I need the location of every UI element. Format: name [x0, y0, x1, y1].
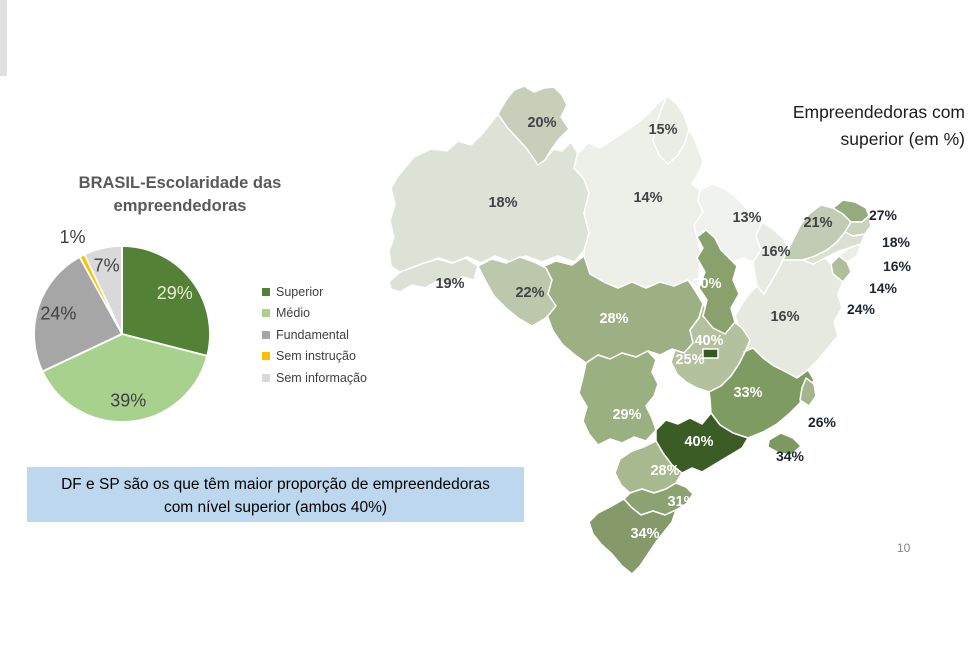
state-label-PI: 16%	[761, 244, 790, 260]
pie-chart-title: BRASIL-Escolaridade das empreendedoras	[50, 172, 310, 218]
state-label-SC: 31%	[667, 494, 696, 510]
state-label-PE: 16%	[883, 258, 912, 274]
state-label-RO: 22%	[515, 285, 544, 301]
legend-label: Sem informação	[276, 370, 368, 385]
scrollbar-fragment	[0, 0, 7, 76]
brazil-map	[388, 85, 872, 575]
legend-item: Sem instrução	[262, 346, 367, 368]
page-number: 10	[897, 541, 911, 555]
state-AC	[388, 257, 479, 293]
state-label-MG: 33%	[733, 385, 762, 401]
legend-marker	[262, 287, 270, 296]
pie-title-line2: empreendedoras	[113, 197, 247, 215]
legend-marker	[262, 352, 270, 361]
legend-item: Sem informação	[262, 367, 367, 389]
pie-label-3: 1%	[59, 227, 85, 247]
state-label-DF: 40%	[694, 333, 723, 349]
state-ES	[799, 377, 817, 407]
pie-label-1: 39%	[110, 391, 146, 411]
state-label-SP: 40%	[684, 434, 713, 450]
state-label-RS: 34%	[630, 526, 659, 542]
state-TO	[696, 229, 740, 335]
legend-marker	[262, 373, 270, 382]
state-MG	[708, 347, 815, 439]
state-SE	[830, 255, 852, 283]
state-label-TO: 30%	[692, 276, 721, 292]
state-label-RN: 27%	[869, 207, 898, 223]
state-label-BA: 16%	[770, 309, 799, 325]
state-MA	[693, 183, 763, 263]
state-label-MT: 28%	[599, 311, 628, 327]
state-label-AL: 14%	[869, 280, 898, 296]
legend-label: Fundamental	[276, 327, 349, 342]
state-label-PB: 18%	[882, 234, 911, 250]
state-RS	[588, 498, 677, 575]
legend-label: Sem instrução	[276, 349, 356, 364]
pie-slice-0	[121, 245, 211, 357]
pie-label-2: 24%	[40, 303, 76, 323]
state-label-MS: 29%	[612, 407, 641, 423]
state-RO	[477, 256, 557, 327]
pie-slice-2	[33, 255, 123, 373]
legend-item: Fundamental	[262, 324, 367, 346]
pie-slice-1	[41, 333, 209, 423]
state-label-GO: 25%	[675, 352, 704, 368]
pie-label-0: 29%	[157, 283, 193, 303]
state-label-RJ: 34%	[776, 448, 805, 464]
legend-marker	[262, 330, 270, 339]
legend-label: Médio	[276, 306, 311, 321]
state-label-AM: 18%	[488, 195, 517, 211]
state-label-PA: 14%	[633, 190, 662, 206]
state-label-CE: 21%	[803, 215, 832, 231]
state-PE	[802, 231, 866, 265]
legend-marker	[262, 309, 270, 318]
legend-item: Médio	[262, 303, 367, 325]
map-title-line2: superior (em %)	[840, 129, 965, 149]
state-AL	[838, 243, 862, 263]
state-DF	[702, 348, 719, 359]
state-MS	[578, 350, 659, 446]
callout-line1: DF e SP são os que têm maior proporção d…	[61, 476, 490, 493]
pie-slice-4	[83, 245, 123, 335]
state-label-ES: 26%	[808, 414, 837, 430]
state-AP	[652, 95, 690, 165]
map-title-line1: Empreendedoras com	[792, 102, 965, 122]
state-label-PR: 28%	[650, 463, 679, 479]
callout-line2: com nível superior (ambos 40%)	[163, 499, 388, 516]
state-label-RR: 20%	[527, 115, 556, 131]
state-label-SE: 24%	[847, 301, 876, 317]
legend-label: Superior	[276, 284, 324, 299]
legend-item: Superior	[262, 281, 367, 303]
pie-title-line1: BRASIL-Escolaridade das	[78, 174, 282, 192]
map-title: Empreendedoras com superior (em %)	[750, 99, 965, 153]
state-label-AP: 15%	[648, 122, 677, 138]
pie-label-4: 7%	[94, 255, 120, 275]
state-label-AC: 19%	[435, 276, 464, 292]
state-RR	[497, 85, 570, 166]
state-RJ	[767, 432, 802, 456]
state-label-MA: 13%	[732, 210, 761, 226]
pie-legend: Superior Médio Fundamental Sem instrução Sem…	[262, 281, 367, 389]
callout-box: DF e SP são os que têm maior proporção d…	[27, 467, 524, 522]
